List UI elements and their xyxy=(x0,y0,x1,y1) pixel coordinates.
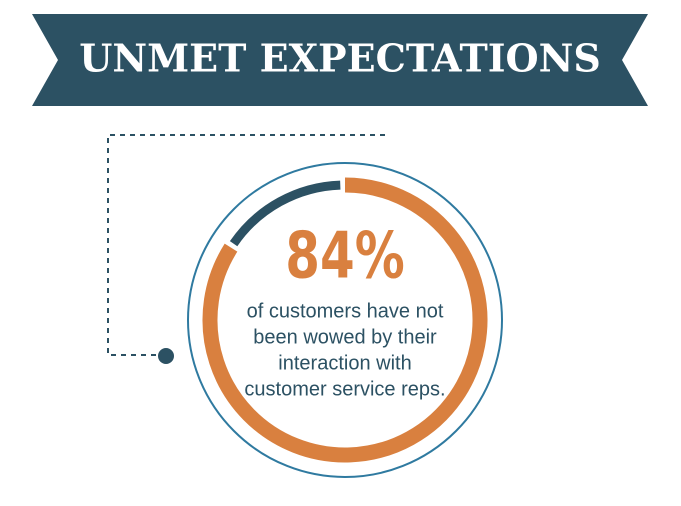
connector-dot xyxy=(158,348,174,364)
value-label: 84% xyxy=(285,218,404,293)
connector xyxy=(107,134,385,356)
annotation-line: of customers have not xyxy=(247,300,444,322)
annotation-line: customer service reps. xyxy=(244,378,445,400)
annotation-line: interaction with xyxy=(278,352,411,374)
chart-title: UNMET EXPECTATIONS xyxy=(79,36,601,81)
annotation-line: been wowed by their xyxy=(253,326,437,348)
gauge-arc xyxy=(202,177,488,463)
outer-ring xyxy=(187,162,503,478)
banner xyxy=(32,14,648,106)
gauge-track xyxy=(229,180,341,247)
